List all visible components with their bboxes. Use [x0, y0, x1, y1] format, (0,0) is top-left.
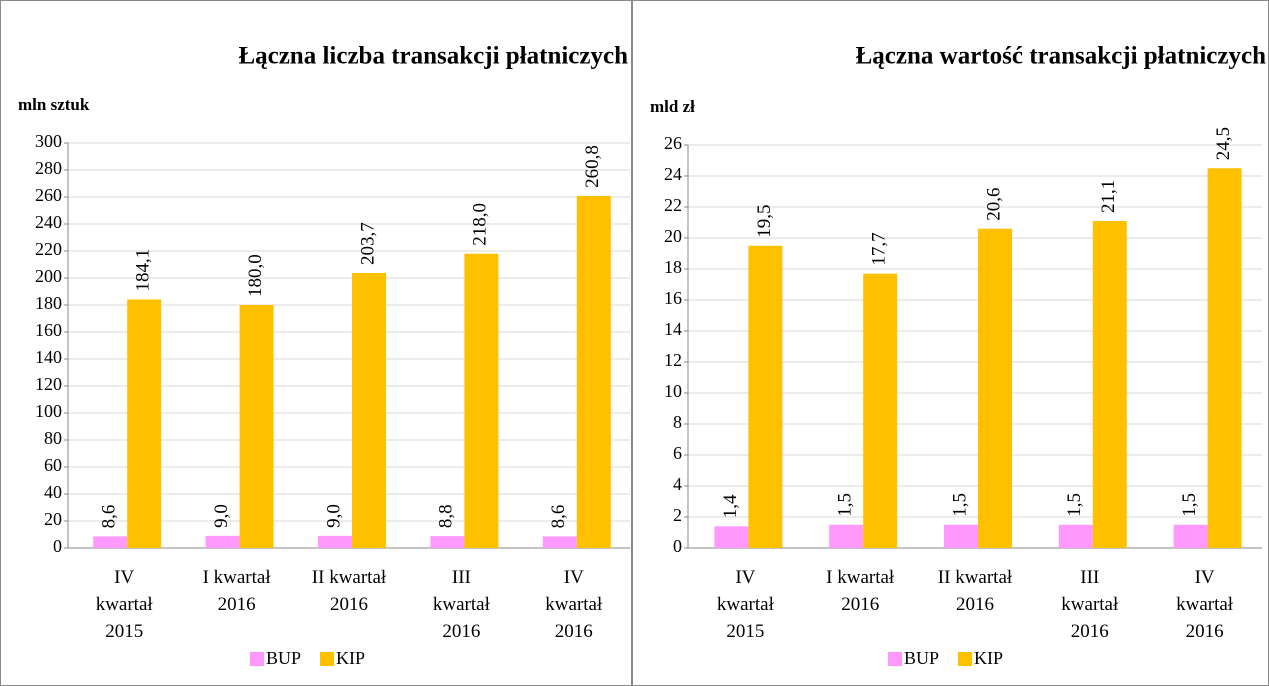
y-tick-label: 12: [664, 350, 682, 370]
value-label: 203,7: [357, 222, 378, 265]
y-axis-label: mln sztuk: [18, 95, 90, 114]
x-tick-label: II kwartał 2016: [937, 567, 1013, 615]
bar: [318, 535, 352, 548]
y-tick-label: 18: [664, 257, 682, 277]
bar: [576, 195, 611, 549]
value-label: 8,6: [99, 505, 120, 529]
y-tick-label: 20: [664, 226, 682, 246]
y-tick-label: 24: [664, 164, 682, 184]
y-tick-label: 160: [35, 320, 62, 340]
legend-label: KIP: [974, 648, 1003, 668]
y-tick-label: 8: [673, 412, 682, 432]
bar: [1058, 524, 1093, 548]
x-tick-label: IV kwartał 2016: [1176, 567, 1234, 642]
value-label: 24,5: [1213, 127, 1234, 160]
bar: [978, 228, 1012, 548]
x-tick-label: III kwartał 2016: [1061, 567, 1119, 642]
value-label: 8,6: [548, 505, 569, 529]
bar: [748, 245, 783, 548]
bar: [430, 536, 465, 548]
value-label: 218,0: [470, 203, 491, 246]
chart-title: Łączna liczba transakcji płatniczych: [238, 43, 628, 70]
y-tick-label: 60: [44, 455, 62, 475]
value-label: 1,5: [1179, 493, 1200, 517]
value-label: 8,8: [436, 504, 457, 528]
value-label: 1,5: [949, 493, 970, 517]
y-tick-label: 16: [664, 288, 682, 308]
y-tick-label: 20: [44, 509, 62, 529]
y-tick-label: 0: [53, 536, 62, 556]
legend-swatch: [958, 652, 972, 666]
y-tick-label: 300: [35, 131, 62, 151]
y-tick-label: 220: [35, 239, 62, 259]
bar: [714, 526, 749, 548]
value-label: 1,5: [1064, 493, 1085, 517]
bar: [127, 299, 162, 548]
y-tick-label: 180: [35, 293, 62, 313]
value-label: 17,7: [869, 232, 890, 265]
legend-label: BUP: [266, 648, 301, 668]
y-axis-label: mld zł: [650, 97, 695, 116]
value-label: 260,8: [582, 145, 603, 188]
y-tick-label: 14: [664, 319, 682, 339]
y-tick-label: 200: [35, 266, 62, 286]
value-label: 180,0: [245, 254, 266, 297]
value-label: 21,1: [1098, 180, 1119, 213]
x-tick-label: IV kwartał 2015: [95, 567, 153, 642]
bar: [1207, 168, 1242, 548]
y-tick-label: 280: [35, 158, 62, 178]
legend-label: BUP: [904, 648, 939, 668]
value-label: 184,1: [133, 249, 154, 292]
value-label: 9,0: [323, 504, 344, 528]
y-tick-label: 40: [44, 482, 62, 502]
y-tick-label: 22: [664, 195, 682, 215]
bar: [352, 273, 386, 548]
bar: [1092, 220, 1127, 548]
y-tick-label: 26: [664, 133, 682, 153]
x-tick-label: I kwartał 2016: [202, 567, 271, 615]
bar: [205, 535, 240, 548]
legend-swatch: [250, 652, 264, 666]
y-tick-label: 10: [664, 381, 682, 401]
y-tick-label: 4: [673, 474, 682, 494]
x-tick-label: IV kwartał 2016: [545, 567, 603, 642]
bar: [863, 273, 898, 548]
y-tick-label: 140: [35, 347, 62, 367]
y-tick-label: 100: [35, 401, 62, 421]
bar: [944, 524, 978, 548]
value-label: 1,4: [720, 494, 741, 518]
y-tick-label: 120: [35, 374, 62, 394]
value-label: 19,5: [754, 205, 775, 238]
value-label: 20,6: [983, 187, 1004, 220]
bar: [464, 253, 499, 548]
value-label: 1,5: [835, 493, 856, 517]
x-tick-label: II kwartał 2016: [311, 567, 387, 615]
x-tick-label: I kwartał 2016: [826, 567, 895, 615]
y-tick-label: 0: [673, 536, 682, 556]
y-tick-label: 240: [35, 212, 62, 232]
bar: [239, 305, 274, 548]
legend-swatch: [888, 652, 902, 666]
chart-title: Łączna wartość transakcji płatniczych: [856, 43, 1266, 70]
y-tick-label: 80: [44, 428, 62, 448]
x-tick-label: III kwartał 2016: [432, 567, 490, 642]
bar: [542, 536, 577, 548]
bar: [93, 536, 128, 548]
legend-swatch: [320, 652, 334, 666]
y-tick-label: 260: [35, 185, 62, 205]
bar: [829, 524, 864, 548]
value-label: 9,0: [211, 504, 232, 528]
x-tick-label: IV kwartał 2015: [716, 567, 774, 642]
legend-label: KIP: [336, 648, 365, 668]
y-tick-label: 6: [673, 443, 682, 463]
y-tick-label: 2: [673, 505, 682, 525]
bar: [1173, 524, 1208, 548]
